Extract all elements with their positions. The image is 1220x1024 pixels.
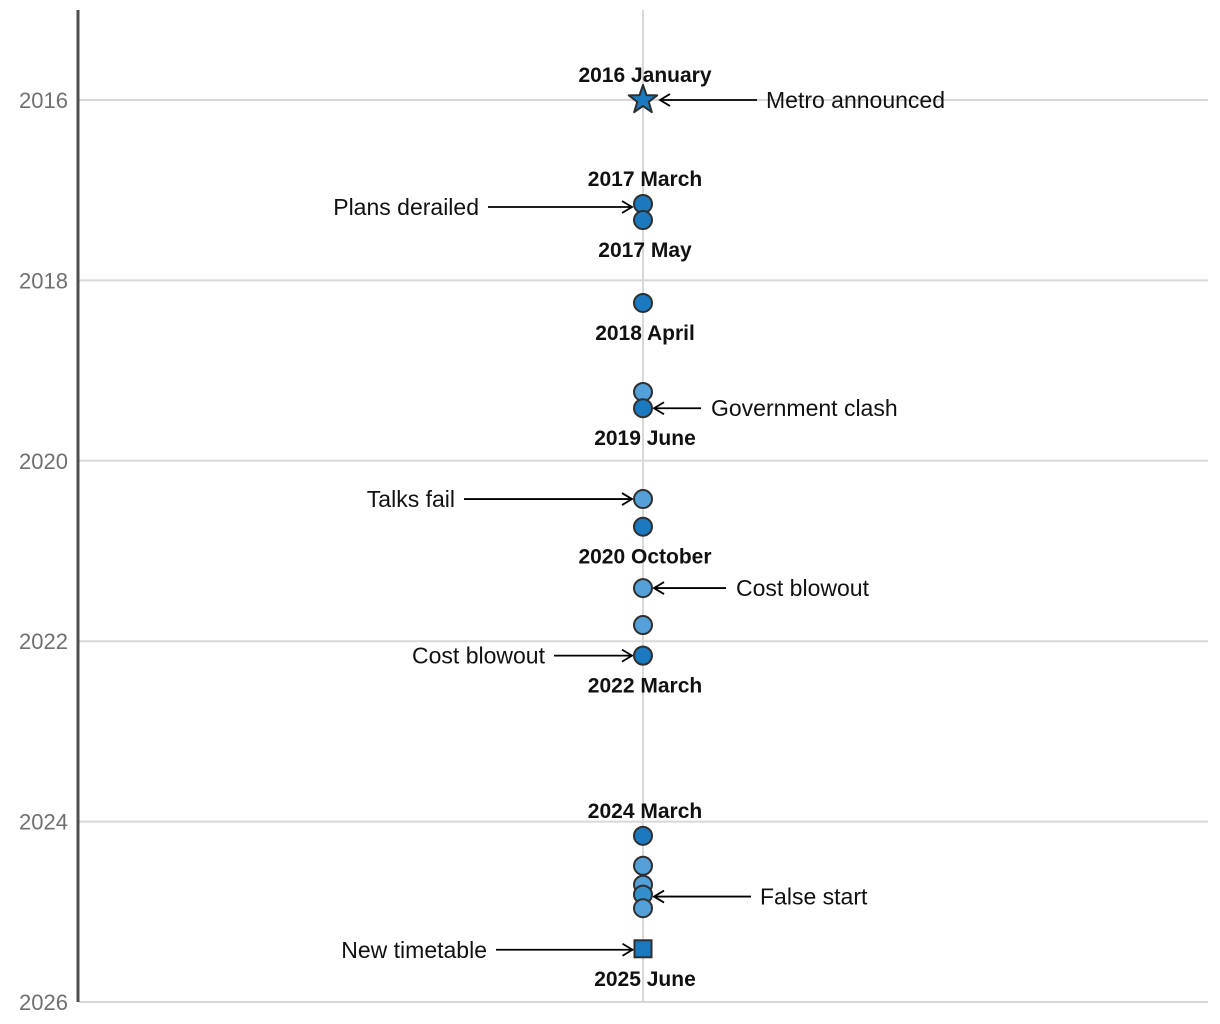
y-tick-label-2018: 2018 <box>19 268 68 293</box>
annotation-arrowhead <box>652 401 665 415</box>
event-date-label: 2024 March <box>588 800 702 823</box>
event-marker-circle <box>633 489 653 510</box>
event-marker-circle <box>633 645 653 666</box>
annotation-arrowhead <box>658 93 671 107</box>
annotation-arrowhead <box>652 889 665 904</box>
annotation-arrowhead <box>621 492 634 506</box>
event-marker-circle <box>633 292 653 313</box>
y-tick-label-2024: 2024 <box>19 810 68 835</box>
event-date-label: 2016 January <box>578 64 711 87</box>
event-date-label: 2022 March <box>588 675 702 698</box>
event-marker-circle <box>633 855 653 876</box>
annotation-label: Metro announced <box>766 87 945 113</box>
event-marker-circle <box>633 398 653 419</box>
event-date-label: 2025 June <box>594 968 696 991</box>
annotation-label: Cost blowout <box>736 575 870 601</box>
event-marker-circle <box>633 578 653 599</box>
event-marker-circle <box>633 825 653 846</box>
event-marker-star <box>627 84 659 114</box>
event-date-label: 2017 March <box>588 168 702 191</box>
annotation-arrowhead <box>621 200 634 214</box>
event-marker-square <box>633 939 653 959</box>
y-tick-label-2026: 2026 <box>19 990 68 1015</box>
event-date-label: 2017 May <box>598 239 692 262</box>
event-date-label: 2020 October <box>578 546 711 569</box>
event-marker-circle <box>633 210 653 231</box>
annotation-arrowhead <box>622 943 635 957</box>
event-date-label: 2019 June <box>594 427 696 450</box>
y-tick-label-2016: 2016 <box>19 88 68 113</box>
annotation-arrowhead <box>652 581 665 595</box>
annotation-label: False start <box>760 884 868 910</box>
event-marker-circle <box>633 898 653 919</box>
y-tick-label-2020: 2020 <box>19 449 68 474</box>
y-tick-label-2022: 2022 <box>19 629 68 654</box>
annotation-label: Government clash <box>711 395 898 421</box>
event-marker-circle <box>633 516 653 537</box>
annotation-label: New timetable <box>341 937 487 963</box>
annotation-label: Plans derailed <box>333 194 479 220</box>
annotation-label: Cost blowout <box>412 643 546 669</box>
annotation-arrowhead <box>621 648 634 663</box>
event-date-label: 2018 April <box>595 322 695 345</box>
event-marker-circle <box>633 615 653 636</box>
annotation-label: Talks fail <box>367 486 455 512</box>
